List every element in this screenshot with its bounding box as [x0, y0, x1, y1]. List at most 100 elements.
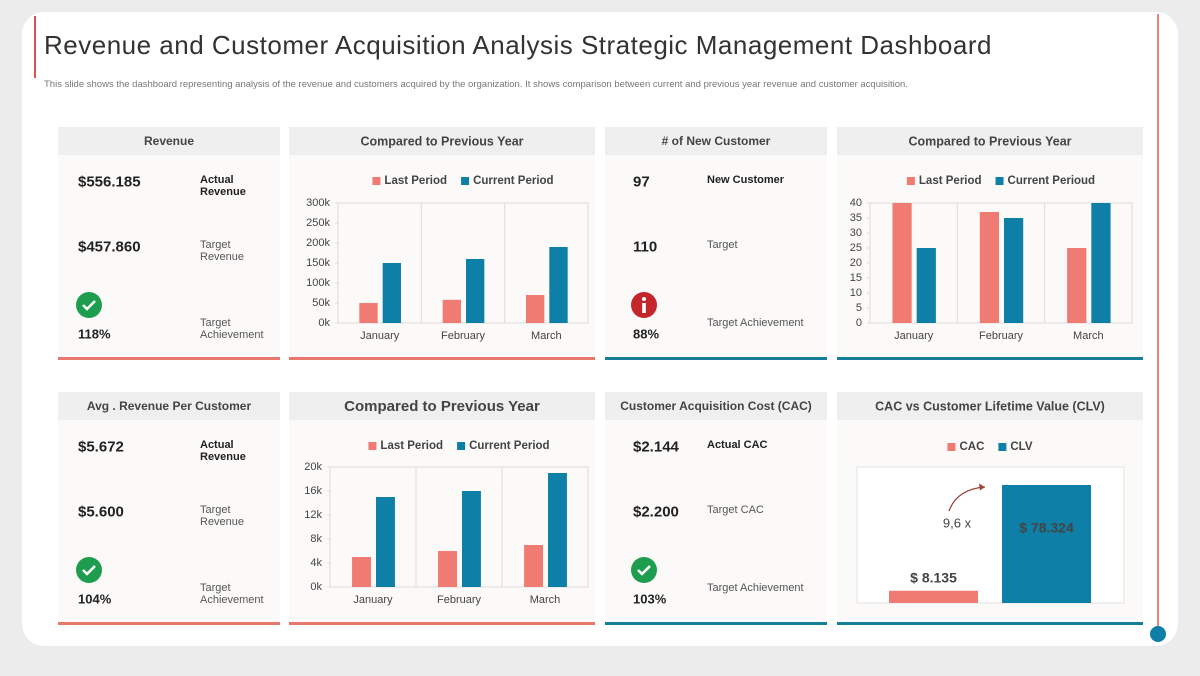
- kpi-label: Target: [707, 239, 738, 251]
- bar: [549, 247, 568, 323]
- x-tick-label: January: [353, 594, 393, 606]
- legend-label: CLV: [1010, 441, 1032, 453]
- panel-header: [289, 392, 595, 420]
- value-label: $ 78.324: [1019, 520, 1074, 536]
- kpi-value: 97: [633, 173, 650, 191]
- bar: [979, 212, 999, 323]
- y-tick-label: 100k: [306, 277, 330, 289]
- bar: [466, 259, 485, 323]
- status-icon-check: [82, 565, 96, 576]
- bar: [438, 551, 457, 587]
- status-icon: [76, 292, 102, 318]
- bar: [1091, 203, 1111, 323]
- status-icon-bar: [642, 303, 646, 313]
- x-tick-label: March: [531, 330, 562, 342]
- x-tick-label: March: [1073, 330, 1104, 342]
- panel-header: [837, 392, 1143, 420]
- bar: [1004, 218, 1024, 323]
- bar: [889, 590, 978, 603]
- kpi-value: 110: [633, 238, 658, 256]
- panel-title: Customer Acquisition Cost (CAC): [620, 399, 812, 413]
- y-tick-label: 150k: [306, 257, 330, 269]
- x-tick-label: March: [530, 594, 561, 606]
- kpi-label: Actual Revenue: [200, 439, 246, 463]
- y-tick-label: 4k: [310, 557, 322, 569]
- status-icon: [631, 557, 657, 583]
- panel: [289, 127, 595, 360]
- bar: [916, 248, 936, 323]
- bar: [462, 491, 481, 587]
- kpi-value: $5.672: [78, 438, 124, 456]
- bar: [442, 299, 461, 323]
- bar: [892, 203, 912, 323]
- legend-label: CAC: [959, 441, 984, 453]
- value-label: $ 8.135: [910, 569, 957, 585]
- panel-title: Compared to Previous Year: [908, 134, 1071, 148]
- y-tick-label: 30: [850, 227, 862, 239]
- y-tick-label: 50k: [312, 297, 330, 309]
- panel-title: Compared to Previous Year: [344, 398, 540, 415]
- panel-bottom: [58, 622, 280, 625]
- y-tick-label: 0: [856, 317, 862, 329]
- panel-title: Avg . Revenue Per Customer: [87, 399, 252, 413]
- panel-bottom: [605, 622, 827, 625]
- panel: [58, 127, 280, 360]
- kpi-label: Target Achievement: [200, 582, 264, 606]
- x-tick-label: February: [979, 330, 1024, 342]
- y-tick-label: 25: [850, 242, 862, 254]
- y-tick-label: 300k: [306, 197, 330, 209]
- panel-bottom: [289, 357, 595, 360]
- kpi-label: Target Achievement: [707, 582, 804, 594]
- accent-dot: [1150, 626, 1166, 642]
- x-tick-label: January: [360, 330, 400, 342]
- y-tick-label: 20: [850, 257, 862, 269]
- kpi-label: New Customer: [707, 174, 785, 186]
- y-tick-label: 8k: [310, 533, 322, 545]
- bar: [526, 295, 545, 323]
- kpi-label: Target CAC: [707, 504, 764, 516]
- status-icon-check: [637, 565, 651, 576]
- y-tick-label: 10: [850, 287, 862, 299]
- panel-bottom: [837, 622, 1143, 625]
- panel-header: [605, 392, 827, 420]
- kpi-value: $556.185: [78, 173, 141, 191]
- kpi-label: Target Revenue: [200, 504, 245, 528]
- panel-bottom: [289, 622, 595, 625]
- legend-swatch: [461, 177, 470, 185]
- legend-swatch: [368, 442, 377, 450]
- panel-title: CAC vs Customer Lifetime Value (CLV): [875, 399, 1105, 413]
- kpi-value: $5.600: [78, 503, 124, 521]
- y-tick-label: 40: [850, 197, 862, 209]
- annotation-arrowhead: [979, 483, 985, 491]
- panel-header: [58, 392, 280, 420]
- panel: [58, 392, 280, 625]
- panel-header: [605, 127, 827, 155]
- bar: [524, 545, 543, 587]
- legend-label: Current Period: [473, 175, 554, 187]
- panel-header: [837, 127, 1143, 155]
- kpi-label: Target Achievement: [200, 317, 264, 341]
- kpi-value: $457.860: [78, 238, 141, 256]
- bar: [382, 263, 401, 323]
- legend-swatch: [947, 443, 956, 451]
- y-tick-label: 15: [850, 272, 862, 284]
- panel-bottom: [837, 357, 1143, 360]
- legend-swatch: [906, 177, 915, 185]
- panel-header: [289, 127, 595, 155]
- legend-swatch: [457, 442, 466, 450]
- panel: [605, 127, 827, 360]
- bar: [1002, 485, 1091, 603]
- bar: [352, 557, 371, 587]
- panel-title: Compared to Previous Year: [360, 134, 523, 148]
- panel-header: [58, 127, 280, 155]
- bar: [376, 497, 395, 587]
- kpi-label: Target Achievement: [707, 317, 804, 329]
- kpi-value: 103%: [633, 591, 667, 607]
- panel-title: # of New Customer: [662, 134, 771, 148]
- annotation: 9,6 x: [943, 515, 972, 530]
- y-tick-label: 0k: [318, 317, 330, 329]
- status-icon-check: [82, 300, 96, 311]
- y-tick-label: 12k: [304, 509, 322, 521]
